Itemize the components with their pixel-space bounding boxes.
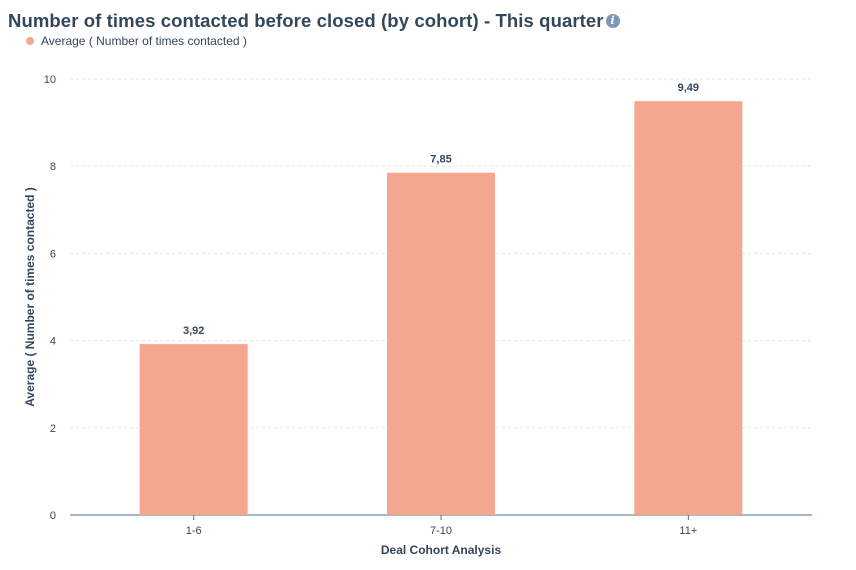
y-tick-label: 10 xyxy=(44,74,56,86)
legend-label[interactable]: Average ( Number of times contacted ) xyxy=(41,34,247,48)
chart-legend: Average ( Number of times contacted ) xyxy=(26,34,247,48)
data-label: 3,92 xyxy=(183,325,204,337)
legend-swatch xyxy=(26,37,34,45)
y-tick-label: 6 xyxy=(50,248,56,260)
chart-title: Number of times contacted before closed … xyxy=(8,10,604,31)
y-tick-label: 0 xyxy=(50,510,56,522)
info-circle-icon[interactable]: i xyxy=(605,14,620,28)
bar-1-6[interactable] xyxy=(139,344,248,515)
y-tick-label: 4 xyxy=(50,336,56,348)
x-tick-label: 11+ xyxy=(679,525,697,537)
bar-7-10[interactable] xyxy=(387,172,495,516)
y-axis-title: Average ( Number of times contacted ) xyxy=(23,187,37,407)
y-tick-label: 2 xyxy=(50,423,56,435)
chart-title-row: Number of times contacted before closed … xyxy=(8,10,620,32)
x-tick-label: 7-10 xyxy=(430,525,452,537)
x-axis-title: Deal Cohort Analysis xyxy=(381,543,502,557)
x-tick-label: 1-6 xyxy=(186,525,202,537)
data-label: 7,85 xyxy=(430,154,451,166)
y-tick-label: 8 xyxy=(50,161,56,173)
data-label: 9,49 xyxy=(678,82,699,94)
bar-11+[interactable] xyxy=(634,101,743,516)
